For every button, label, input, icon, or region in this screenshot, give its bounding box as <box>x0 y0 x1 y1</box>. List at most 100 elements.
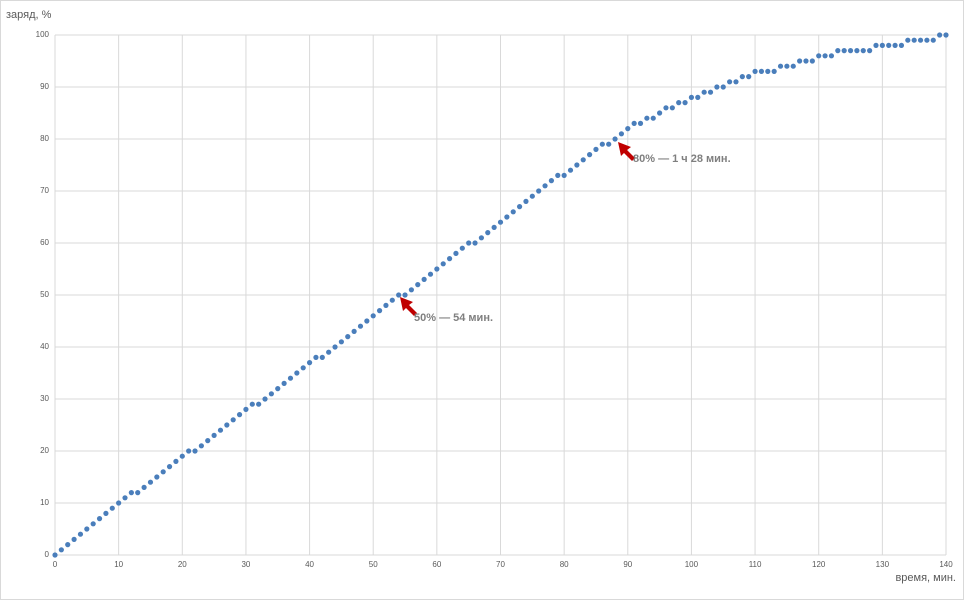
point <box>898 42 905 49</box>
x-tick-label: 50 <box>369 560 378 569</box>
point <box>491 224 497 230</box>
point <box>669 105 675 111</box>
points <box>52 32 949 558</box>
point <box>268 391 274 397</box>
point <box>580 157 586 163</box>
point <box>294 370 300 376</box>
point <box>275 386 281 392</box>
point <box>803 58 809 64</box>
point <box>510 209 516 215</box>
point <box>485 230 491 236</box>
point <box>867 48 873 54</box>
point <box>663 105 669 111</box>
point <box>720 84 726 90</box>
point <box>141 484 147 490</box>
y-tick-label: 60 <box>40 238 49 247</box>
point <box>453 250 459 256</box>
point <box>345 334 351 340</box>
point <box>847 48 854 54</box>
point <box>370 313 376 319</box>
point <box>396 292 402 298</box>
point <box>256 401 262 407</box>
point <box>930 37 936 43</box>
point <box>542 183 548 189</box>
annotation-arrow <box>618 142 635 161</box>
point <box>644 115 650 121</box>
point <box>211 432 217 438</box>
y-tick-label: 70 <box>40 186 49 195</box>
point <box>154 474 160 480</box>
point <box>128 490 134 496</box>
point <box>415 282 421 288</box>
point <box>90 521 96 527</box>
point <box>338 339 344 345</box>
point <box>446 256 453 262</box>
point <box>147 479 154 485</box>
point <box>306 360 313 366</box>
y-tick-label: 20 <box>40 446 49 455</box>
point <box>924 37 930 43</box>
point <box>179 453 185 459</box>
point <box>332 344 338 350</box>
point <box>408 287 414 293</box>
point <box>109 505 115 511</box>
point <box>688 94 695 100</box>
point <box>828 53 835 59</box>
point <box>96 516 103 522</box>
point <box>567 167 574 173</box>
point <box>714 84 720 90</box>
point <box>637 120 644 126</box>
y-tick-label: 10 <box>40 498 49 507</box>
point <box>905 37 911 43</box>
x-tick-label: 130 <box>876 560 890 569</box>
annotation-arrow <box>400 297 417 316</box>
point <box>536 188 542 194</box>
point <box>313 354 319 360</box>
point <box>173 458 179 464</box>
point <box>809 58 815 64</box>
point <box>116 500 122 506</box>
x-tick-label: 140 <box>939 560 953 569</box>
point <box>822 53 828 59</box>
point <box>701 89 707 95</box>
point <box>504 214 510 220</box>
point <box>835 48 841 54</box>
x-tick-label: 90 <box>623 560 632 569</box>
point <box>364 318 370 324</box>
point <box>497 219 504 225</box>
point <box>472 240 478 246</box>
point <box>122 495 128 501</box>
y-tick-label: 40 <box>40 342 49 351</box>
point <box>727 79 733 85</box>
point <box>911 37 917 43</box>
point <box>739 74 745 80</box>
point <box>758 68 765 74</box>
point <box>389 297 395 303</box>
x-tick-label: 100 <box>685 560 699 569</box>
y-tick-label: 100 <box>36 30 50 39</box>
point <box>650 115 656 121</box>
point <box>943 32 949 38</box>
point <box>752 68 758 74</box>
point <box>777 63 784 69</box>
x-tick-label: 40 <box>305 560 314 569</box>
point <box>249 401 255 407</box>
point <box>427 271 434 277</box>
point <box>287 375 294 381</box>
point <box>841 48 847 54</box>
point <box>860 48 866 54</box>
point <box>784 63 790 69</box>
point <box>886 42 892 49</box>
x-tick-label: 30 <box>241 560 250 569</box>
y-tick-label: 50 <box>40 290 49 299</box>
point <box>402 292 408 298</box>
x-tick-label: 0 <box>53 560 58 569</box>
point <box>326 349 332 355</box>
x-tick-label: 120 <box>812 560 826 569</box>
point <box>186 448 192 454</box>
point <box>230 417 236 423</box>
point <box>224 422 230 428</box>
point <box>383 302 389 308</box>
